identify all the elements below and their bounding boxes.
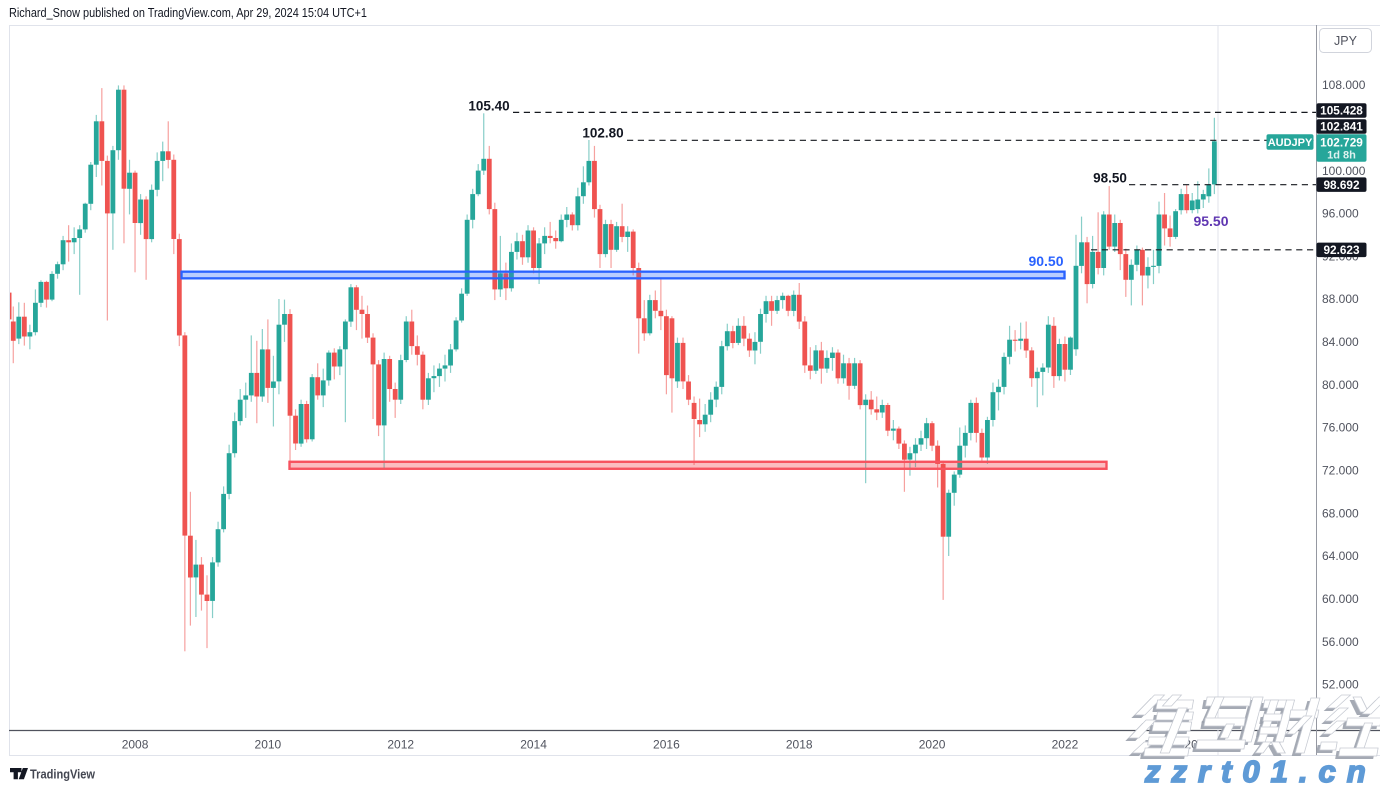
- svg-text:Richard_Snow published on Trad: Richard_Snow published on TradingView.co…: [9, 6, 367, 20]
- svg-text:96.000: 96.000: [1322, 207, 1359, 221]
- svg-text:102.841: 102.841: [1320, 120, 1363, 134]
- svg-text:90.50: 90.50: [1028, 253, 1063, 269]
- svg-text:60.000: 60.000: [1322, 592, 1359, 606]
- svg-text:2008: 2008: [122, 738, 149, 752]
- svg-text:56.000: 56.000: [1322, 635, 1359, 649]
- svg-text:102.729: 102.729: [1320, 135, 1363, 149]
- svg-text:72.000: 72.000: [1322, 464, 1359, 478]
- svg-text:84.000: 84.000: [1322, 335, 1359, 349]
- svg-text:88.000: 88.000: [1322, 292, 1359, 306]
- svg-text:2022: 2022: [1052, 738, 1079, 752]
- svg-text:108.000: 108.000: [1322, 78, 1366, 92]
- svg-text:102.80: 102.80: [582, 126, 623, 141]
- svg-text:1d 8h: 1d 8h: [1327, 150, 1356, 162]
- svg-text:105.428: 105.428: [1320, 104, 1363, 118]
- svg-text:2020: 2020: [919, 738, 946, 752]
- svg-text:2018: 2018: [786, 738, 813, 752]
- svg-text:105.40: 105.40: [468, 99, 509, 114]
- svg-text:80.000: 80.000: [1322, 378, 1359, 392]
- svg-text:92.623: 92.623: [1323, 243, 1360, 257]
- svg-text:AUDJPY: AUDJPY: [1268, 137, 1313, 149]
- svg-text:76.000: 76.000: [1322, 421, 1359, 435]
- svg-text:64.000: 64.000: [1322, 549, 1359, 563]
- svg-text:2010: 2010: [255, 738, 282, 752]
- svg-text:98.692: 98.692: [1323, 178, 1360, 192]
- svg-text:52.000: 52.000: [1322, 678, 1359, 692]
- svg-text:zzrt01.cn: zzrt01.cn: [1144, 754, 1377, 789]
- svg-text:100.000: 100.000: [1322, 164, 1366, 178]
- svg-text:2012: 2012: [387, 738, 414, 752]
- svg-text:JPY: JPY: [1334, 34, 1358, 48]
- svg-text:2014: 2014: [520, 738, 547, 752]
- svg-text:95.50: 95.50: [1193, 213, 1228, 229]
- svg-text:68.000: 68.000: [1322, 506, 1359, 520]
- svg-text:98.50: 98.50: [1093, 171, 1127, 186]
- svg-text:TradingView: TradingView: [30, 768, 95, 782]
- svg-text:2016: 2016: [653, 738, 680, 752]
